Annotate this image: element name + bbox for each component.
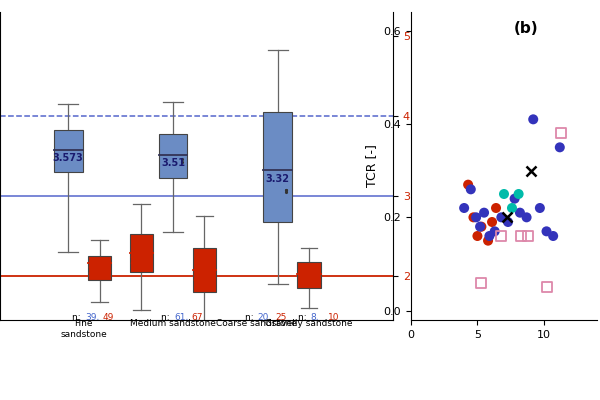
Point <box>555 144 565 150</box>
Point <box>497 214 506 220</box>
Text: 39,: 39, <box>85 313 99 322</box>
Point <box>490 228 500 234</box>
Text: 20,: 20, <box>258 313 272 322</box>
Text: 2.08: 2.08 <box>192 273 217 283</box>
Point <box>466 186 476 192</box>
Point <box>483 238 493 244</box>
Text: Fine
sandstone: Fine sandstone <box>61 319 107 338</box>
Point <box>460 205 469 211</box>
Text: n:: n: <box>161 313 173 322</box>
Text: 3.32: 3.32 <box>266 174 290 184</box>
Bar <box>130 234 153 272</box>
Point <box>529 116 538 122</box>
Bar <box>193 248 216 292</box>
Bar <box>54 130 83 172</box>
Point <box>487 219 497 225</box>
Point <box>535 205 545 211</box>
Text: Gravelly sandstone: Gravelly sandstone <box>265 319 353 328</box>
Bar <box>88 256 112 280</box>
Text: 2.03: 2.03 <box>297 277 321 287</box>
Text: 3.573: 3.573 <box>53 153 83 163</box>
Text: 8,: 8, <box>310 313 319 322</box>
Point <box>548 233 558 239</box>
Point <box>523 233 533 239</box>
Point <box>517 233 526 239</box>
Point <box>475 224 485 230</box>
Point <box>463 182 473 188</box>
Point <box>526 168 535 174</box>
Point <box>522 214 532 220</box>
Point <box>491 205 501 211</box>
Text: 61,: 61, <box>174 313 188 322</box>
Point <box>515 210 525 216</box>
Y-axis label: Dry  thermal conductivity [W mK⁻¹]: Dry thermal conductivity [W mK⁻¹] <box>414 79 424 253</box>
Point <box>473 233 482 239</box>
Text: n:: n: <box>73 313 84 322</box>
Text: 2.16: 2.16 <box>88 266 112 276</box>
Point <box>542 228 551 234</box>
Point <box>476 224 486 230</box>
Text: n:: n: <box>298 313 309 322</box>
Point <box>514 191 523 197</box>
Text: 49: 49 <box>102 313 113 322</box>
Point <box>503 219 513 225</box>
Text: 25: 25 <box>275 313 286 322</box>
Point <box>479 210 489 216</box>
Point <box>542 284 551 290</box>
Text: (b): (b) <box>514 21 538 36</box>
Point <box>497 233 506 239</box>
Point <box>507 205 517 211</box>
Point <box>499 191 509 197</box>
Bar <box>263 112 292 222</box>
Text: 67: 67 <box>191 313 203 322</box>
Text: n:: n: <box>245 313 257 322</box>
Point <box>469 214 478 220</box>
Y-axis label: TCR [-]: TCR [-] <box>365 144 378 188</box>
Point <box>556 130 566 136</box>
Point <box>472 214 481 220</box>
Text: 3.51: 3.51 <box>161 158 185 168</box>
Point <box>485 233 494 239</box>
Bar <box>158 134 187 178</box>
Point <box>502 214 511 220</box>
Text: 10: 10 <box>328 313 339 322</box>
Text: Coarse sandstone: Coarse sandstone <box>217 319 297 328</box>
Point <box>476 280 486 286</box>
Bar <box>298 262 321 288</box>
Point <box>510 196 520 202</box>
Text: 2.29: 2.29 <box>130 256 154 266</box>
Text: Medium sandstone: Medium sandstone <box>130 319 216 328</box>
